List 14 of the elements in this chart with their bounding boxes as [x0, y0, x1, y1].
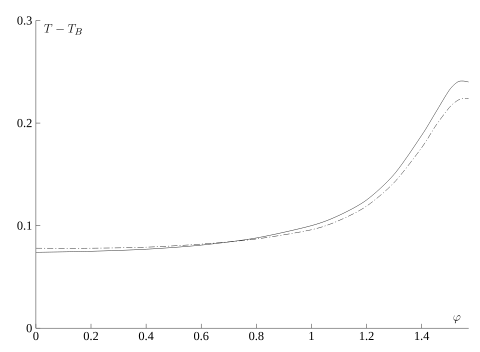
x-tick-label: 0.8 — [249, 332, 264, 340]
x-tick-label: 0.4 — [138, 332, 154, 340]
x-tick-label: 0.6 — [194, 332, 209, 340]
x-tick-label: 1.2 — [360, 332, 374, 340]
y-tick-label: 0.2 — [17, 118, 32, 128]
y-tick-label: 0.1 — [17, 222, 32, 230]
x-tick-label: 1.4 — [415, 332, 430, 340]
x-tick-label: 0.2 — [84, 332, 98, 340]
y-axis-title: $T - T_B$ — [44, 24, 82, 35]
x-tick-label: 1 — [309, 332, 314, 340]
x-axis-title: $\varphi$ — [453, 315, 460, 324]
y-tick-label: 0.3 — [17, 16, 32, 25]
y-tick-label: 0 — [26, 324, 32, 332]
x-tick-label: 0 — [33, 332, 38, 340]
